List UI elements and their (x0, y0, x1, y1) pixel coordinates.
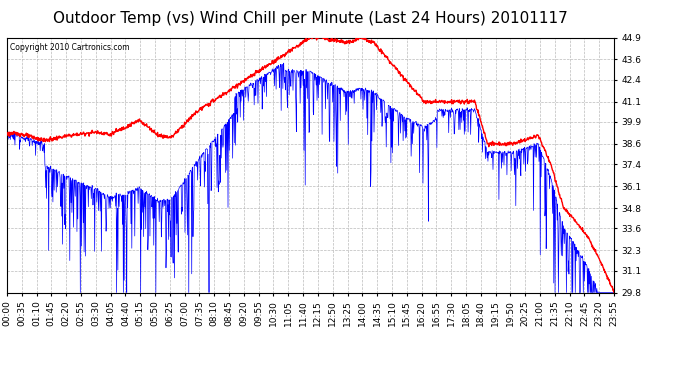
Text: Outdoor Temp (vs) Wind Chill per Minute (Last 24 Hours) 20101117: Outdoor Temp (vs) Wind Chill per Minute … (53, 11, 568, 26)
Text: Copyright 2010 Cartronics.com: Copyright 2010 Cartronics.com (10, 43, 130, 52)
